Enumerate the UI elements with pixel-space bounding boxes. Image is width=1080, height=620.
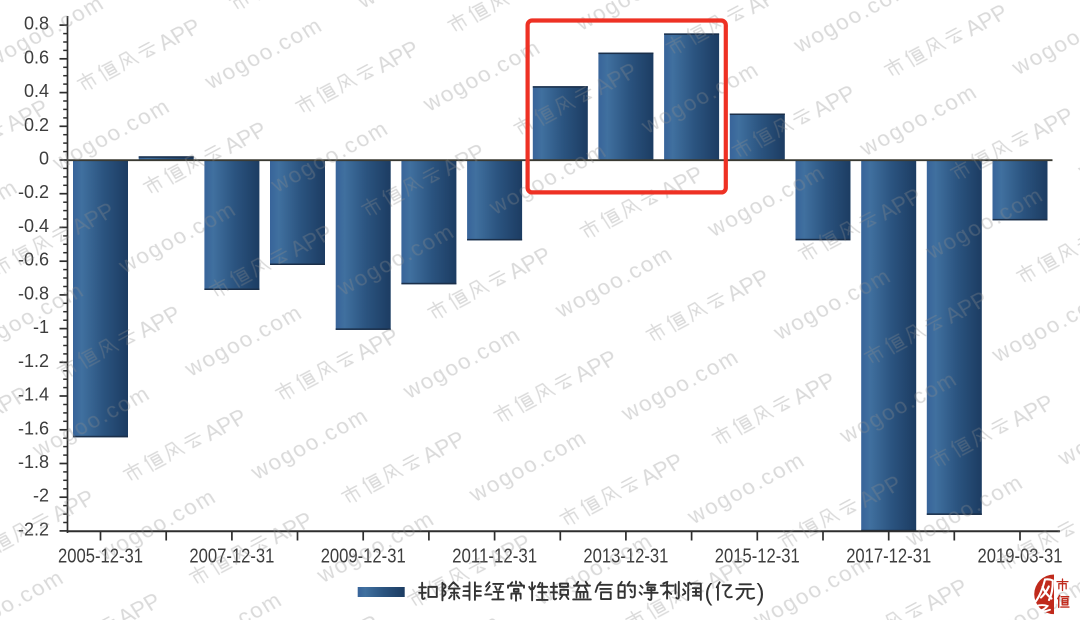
svg-text:): ): [757, 580, 765, 607]
svg-text:(: (: [705, 580, 713, 607]
